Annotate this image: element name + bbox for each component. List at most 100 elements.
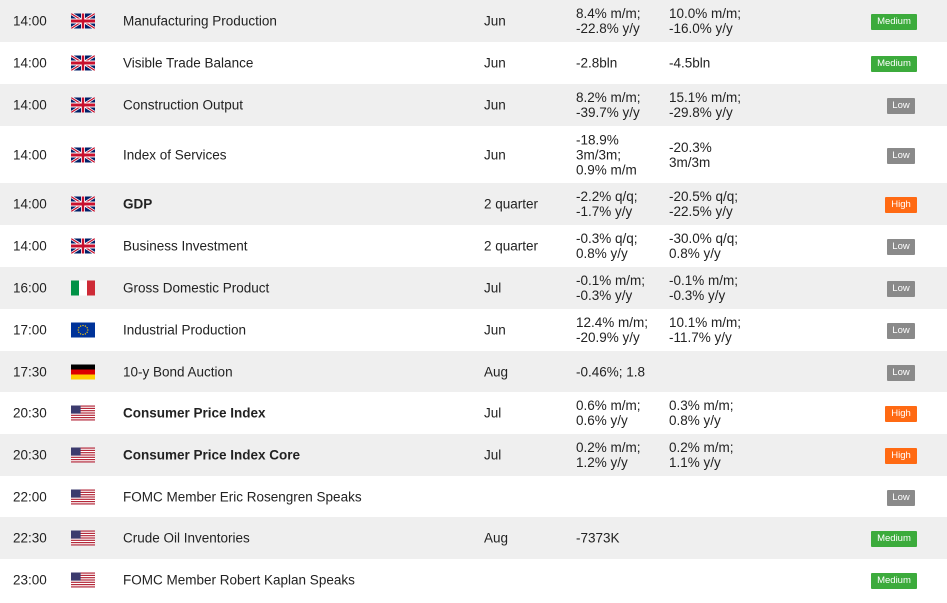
- importance-cell: Low: [0, 146, 947, 164]
- event-name[interactable]: Consumer Price Index: [123, 405, 266, 421]
- importance-badge: Medium: [871, 573, 917, 589]
- event-time: 23:00: [13, 572, 47, 588]
- importance-badge: Low: [887, 323, 915, 339]
- event-name[interactable]: Business Investment: [123, 238, 248, 254]
- event-actual-value: -0.1% m/m; -0.3% y/y: [576, 273, 646, 303]
- importance-cell: Low: [0, 488, 947, 506]
- event-time: 16:00: [13, 280, 47, 296]
- event-previous-value: 0.3% m/m; 0.8% y/y: [669, 398, 734, 428]
- table-row[interactable]: 14:00 Construction Output Jun 8.2% m/m; -39.…: [0, 84, 947, 126]
- table-row[interactable]: 17:00 Industrial Production Jun 12.4% m/m; -…: [0, 309, 947, 351]
- importance-badge: Medium: [871, 531, 917, 547]
- event-time: 14:00: [13, 147, 47, 162]
- event-previous-value: -20.3% 3m/3m: [669, 139, 712, 170]
- event-actual-value: -2.8bln: [576, 55, 618, 71]
- table-row[interactable]: 14:00 Index of Services Jun -18.9% 3m/3m; 0.9…: [0, 126, 947, 183]
- event-actual-value: 12.4% m/m; -20.9% y/y: [576, 315, 649, 345]
- event-previous-value: 0.2% m/m; 1.1% y/y: [669, 440, 734, 470]
- table-row[interactable]: 14:00 Business Investment 2 quarter -0.3% q…: [0, 225, 947, 267]
- event-name[interactable]: Manufacturing Production: [123, 13, 277, 29]
- importance-cell: Low: [0, 237, 947, 255]
- event-period: Jun: [484, 322, 506, 338]
- event-period: Aug: [484, 364, 509, 379]
- event-previous-value: -20.5% q/q; -22.5% y/y: [669, 189, 739, 219]
- uk-flag-icon: [71, 196, 95, 212]
- table-row[interactable]: 16:00 Gross Domestic Product Jul -0.1% m/m;…: [0, 267, 947, 309]
- event-name[interactable]: 10-y Bond Auction: [123, 364, 233, 379]
- event-name[interactable]: GDP: [123, 196, 153, 212]
- event-name[interactable]: Consumer Price Index Core: [123, 447, 301, 463]
- table-row[interactable]: 20:30 Consumer Price Index Jul 0.6% m/m; 0.6…: [0, 392, 947, 434]
- importance-cell: Low: [0, 363, 947, 381]
- table-row[interactable]: 17:30 10-y Bond Auction Aug -0.46%; 1.8 Low: [0, 351, 947, 392]
- event-name[interactable]: Industrial Production: [123, 322, 247, 338]
- event-period: Jul: [484, 447, 502, 463]
- event-time: 20:30: [13, 405, 47, 421]
- uk-flag-icon: [71, 13, 95, 29]
- importance-badge: Low: [887, 489, 915, 506]
- event-time: 17:00: [13, 322, 47, 338]
- importance-badge: Low: [887, 98, 915, 114]
- event-previous-value: 15.1% m/m; -29.8% y/y: [669, 90, 742, 120]
- event-name[interactable]: Construction Output: [123, 97, 244, 113]
- event-time: 14:00: [13, 238, 47, 254]
- event-actual-value: 0.6% m/m; 0.6% y/y: [576, 398, 641, 428]
- eu-flag-icon: [71, 322, 95, 338]
- uk-flag-icon: [71, 238, 95, 254]
- importance-cell: High: [0, 446, 947, 464]
- event-name[interactable]: Crude Oil Inventories: [123, 530, 250, 546]
- importance-cell: Low: [0, 279, 947, 297]
- event-name[interactable]: FOMC Member Eric Rosengren Speaks: [123, 489, 362, 504]
- importance-badge: Low: [887, 364, 915, 381]
- importance-badge: High: [885, 448, 917, 464]
- event-actual-value: 8.2% m/m; -39.7% y/y: [576, 90, 641, 120]
- event-actual-value: 8.4% m/m; -22.8% y/y: [576, 6, 641, 36]
- importance-cell: Medium: [0, 529, 947, 547]
- event-time: 22:30: [13, 530, 47, 546]
- event-time: 22:00: [13, 489, 47, 504]
- table-row[interactable]: 22:30 Crude Oil Inventories Aug -7373K Mediu…: [0, 517, 947, 559]
- event-name[interactable]: FOMC Member Robert Kaplan Speaks: [123, 572, 355, 588]
- importance-cell: Low: [0, 321, 947, 339]
- it-flag-icon: [71, 280, 95, 296]
- event-period: Aug: [484, 530, 509, 546]
- event-actual-value: 0.2% m/m; 1.2% y/y: [576, 440, 641, 470]
- us-flag-icon: [71, 489, 95, 504]
- importance-cell: High: [0, 404, 947, 422]
- importance-badge: High: [885, 406, 917, 422]
- event-time: 17:30: [13, 364, 47, 379]
- event-actual-value: -0.46%; 1.8: [576, 364, 646, 379]
- event-period: 2 quarter: [484, 196, 539, 212]
- event-time: 14:00: [13, 13, 47, 29]
- importance-badge: Low: [887, 239, 915, 255]
- event-time: 14:00: [13, 97, 47, 113]
- event-time: 14:00: [13, 55, 47, 71]
- event-name[interactable]: Visible Trade Balance: [123, 55, 254, 71]
- event-name[interactable]: Gross Domestic Product: [123, 280, 270, 296]
- event-period: Jun: [484, 147, 506, 162]
- us-flag-icon: [71, 530, 95, 546]
- importance-cell: Medium: [0, 571, 947, 589]
- us-flag-icon: [71, 572, 95, 588]
- importance-badge: Low: [887, 147, 915, 164]
- event-period: Jun: [484, 55, 506, 71]
- table-row[interactable]: 14:00 Visible Trade Balance Jun -2.8bln -4.5…: [0, 42, 947, 84]
- event-period: Jul: [484, 280, 502, 296]
- event-time: 20:30: [13, 447, 47, 463]
- table-row[interactable]: 23:00 FOMC Member Robert Kaplan Speaks Med…: [0, 559, 947, 601]
- table-row[interactable]: 20:30 Consumer Price Index Core Jul 0.2% m/…: [0, 434, 947, 476]
- uk-flag-icon: [71, 147, 95, 162]
- event-previous-value: 10.1% m/m; -11.7% y/y: [669, 315, 742, 345]
- event-previous-value: -0.1% m/m; -0.3% y/y: [669, 273, 739, 303]
- table-row[interactable]: 14:00 Manufacturing Production Jun 8.4% m/m…: [0, 0, 947, 42]
- event-name[interactable]: Index of Services: [123, 147, 227, 162]
- event-previous-value: -30.0% q/q; 0.8% y/y: [669, 231, 739, 261]
- event-previous-value: -4.5bln: [669, 55, 711, 71]
- table-row[interactable]: 14:00 GDP 2 quarter -2.2% q/q; -1.7% y/y -20.…: [0, 183, 947, 225]
- table-row[interactable]: 22:00 FOMC Member Eric Rosengren Speaks Lo…: [0, 476, 947, 517]
- event-actual-value: -0.3% q/q; 0.8% y/y: [576, 231, 638, 261]
- event-period: Jun: [484, 13, 506, 29]
- event-time: 14:00: [13, 196, 47, 212]
- importance-badge: High: [885, 197, 917, 213]
- event-period: 2 quarter: [484, 238, 539, 254]
